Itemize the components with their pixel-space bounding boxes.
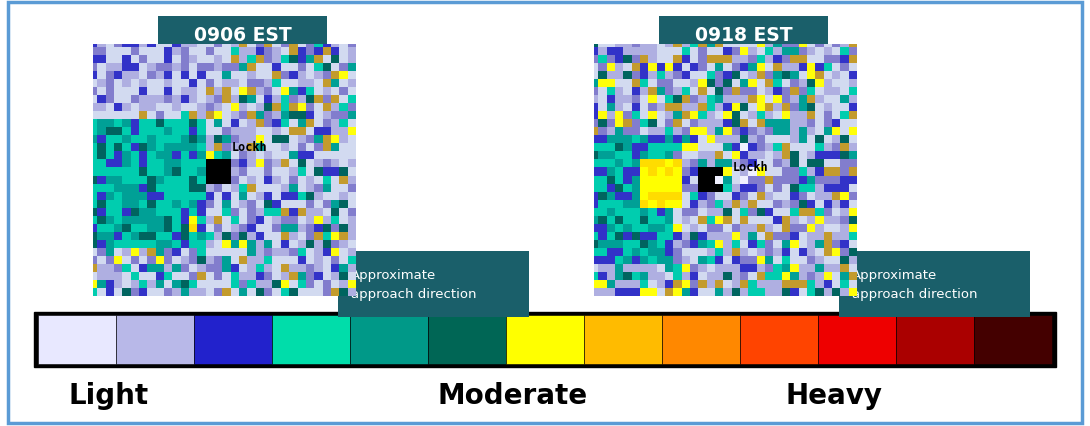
FancyBboxPatch shape — [350, 315, 428, 364]
FancyBboxPatch shape — [818, 315, 896, 364]
FancyBboxPatch shape — [194, 315, 272, 364]
FancyBboxPatch shape — [272, 315, 350, 364]
Text: Heavy: Heavy — [786, 381, 882, 409]
Text: Lockh: Lockh — [732, 161, 768, 174]
FancyBboxPatch shape — [659, 52, 828, 61]
FancyBboxPatch shape — [34, 313, 1056, 367]
Text: Approximate
approach direction: Approximate approach direction — [351, 268, 476, 300]
Text: Light: Light — [69, 381, 149, 409]
FancyBboxPatch shape — [584, 315, 662, 364]
FancyBboxPatch shape — [662, 315, 740, 364]
FancyBboxPatch shape — [740, 315, 818, 364]
FancyBboxPatch shape — [117, 315, 194, 364]
Text: Approximate
approach direction: Approximate approach direction — [852, 268, 978, 300]
FancyBboxPatch shape — [428, 315, 506, 364]
Text: 0918 EST: 0918 EST — [695, 26, 792, 45]
FancyBboxPatch shape — [896, 315, 973, 364]
FancyBboxPatch shape — [158, 52, 327, 61]
FancyBboxPatch shape — [659, 17, 828, 53]
Text: Lockh: Lockh — [231, 141, 267, 153]
FancyBboxPatch shape — [158, 17, 327, 53]
FancyBboxPatch shape — [839, 251, 1030, 317]
FancyBboxPatch shape — [973, 315, 1052, 364]
FancyBboxPatch shape — [338, 251, 529, 317]
FancyBboxPatch shape — [38, 315, 117, 364]
FancyBboxPatch shape — [506, 315, 584, 364]
Text: Moderate: Moderate — [437, 381, 588, 409]
Text: 0906 EST: 0906 EST — [194, 26, 291, 45]
